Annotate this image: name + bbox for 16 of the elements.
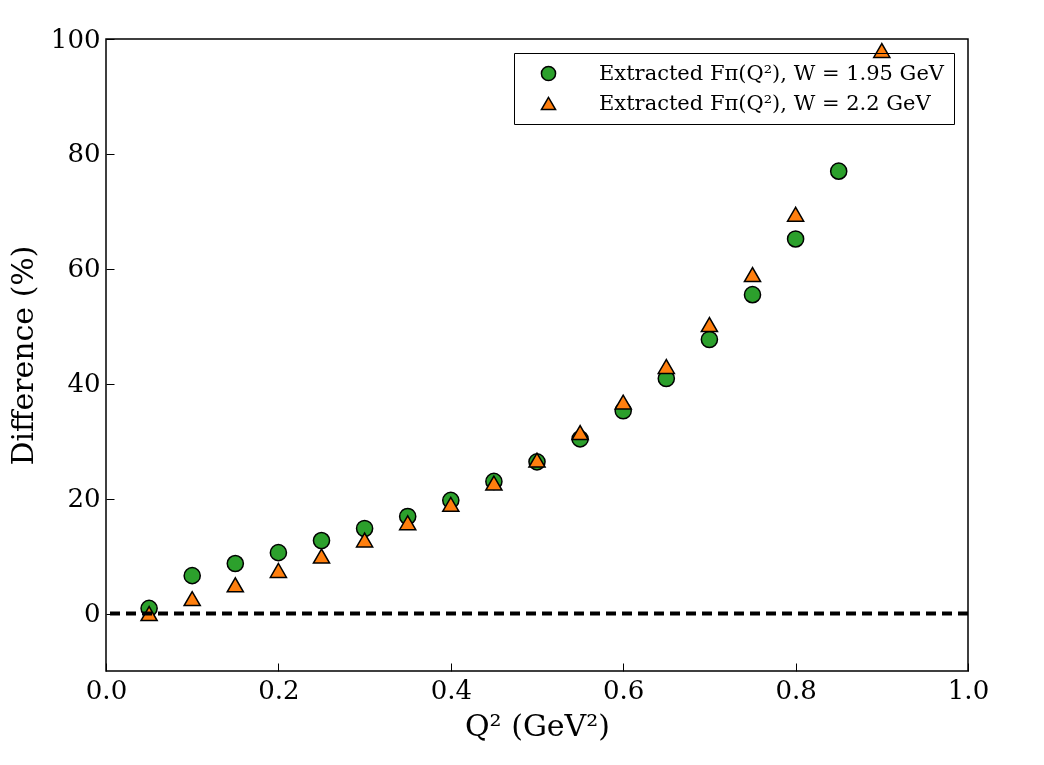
- y-axis-title: Difference (%): [4, 245, 40, 466]
- y-tick-label: 80: [67, 138, 101, 169]
- x-tick-label: 0.0: [85, 674, 128, 705]
- legend-label: Extracted Fπ(Q²), W = 1.95 GeV: [599, 60, 945, 85]
- y-tick-label: 100: [50, 23, 101, 54]
- x-axis-title: Q² (GeV²): [465, 707, 610, 743]
- x-tick-label: 0.8: [775, 674, 817, 705]
- legend-label: Extracted Fπ(Q²), W = 2.2 GeV: [599, 90, 932, 115]
- y-tick-label: 0: [83, 598, 101, 629]
- y-tick-label: 20: [67, 483, 101, 514]
- y-tick-label: 40: [67, 368, 101, 399]
- x-tick-label: 0.2: [258, 674, 300, 705]
- x-tick-label: 0.4: [430, 674, 472, 705]
- x-tick-label: 0.6: [603, 674, 645, 705]
- y-tick-label: 60: [67, 253, 101, 284]
- x-tick-label: 1.0: [947, 674, 990, 705]
